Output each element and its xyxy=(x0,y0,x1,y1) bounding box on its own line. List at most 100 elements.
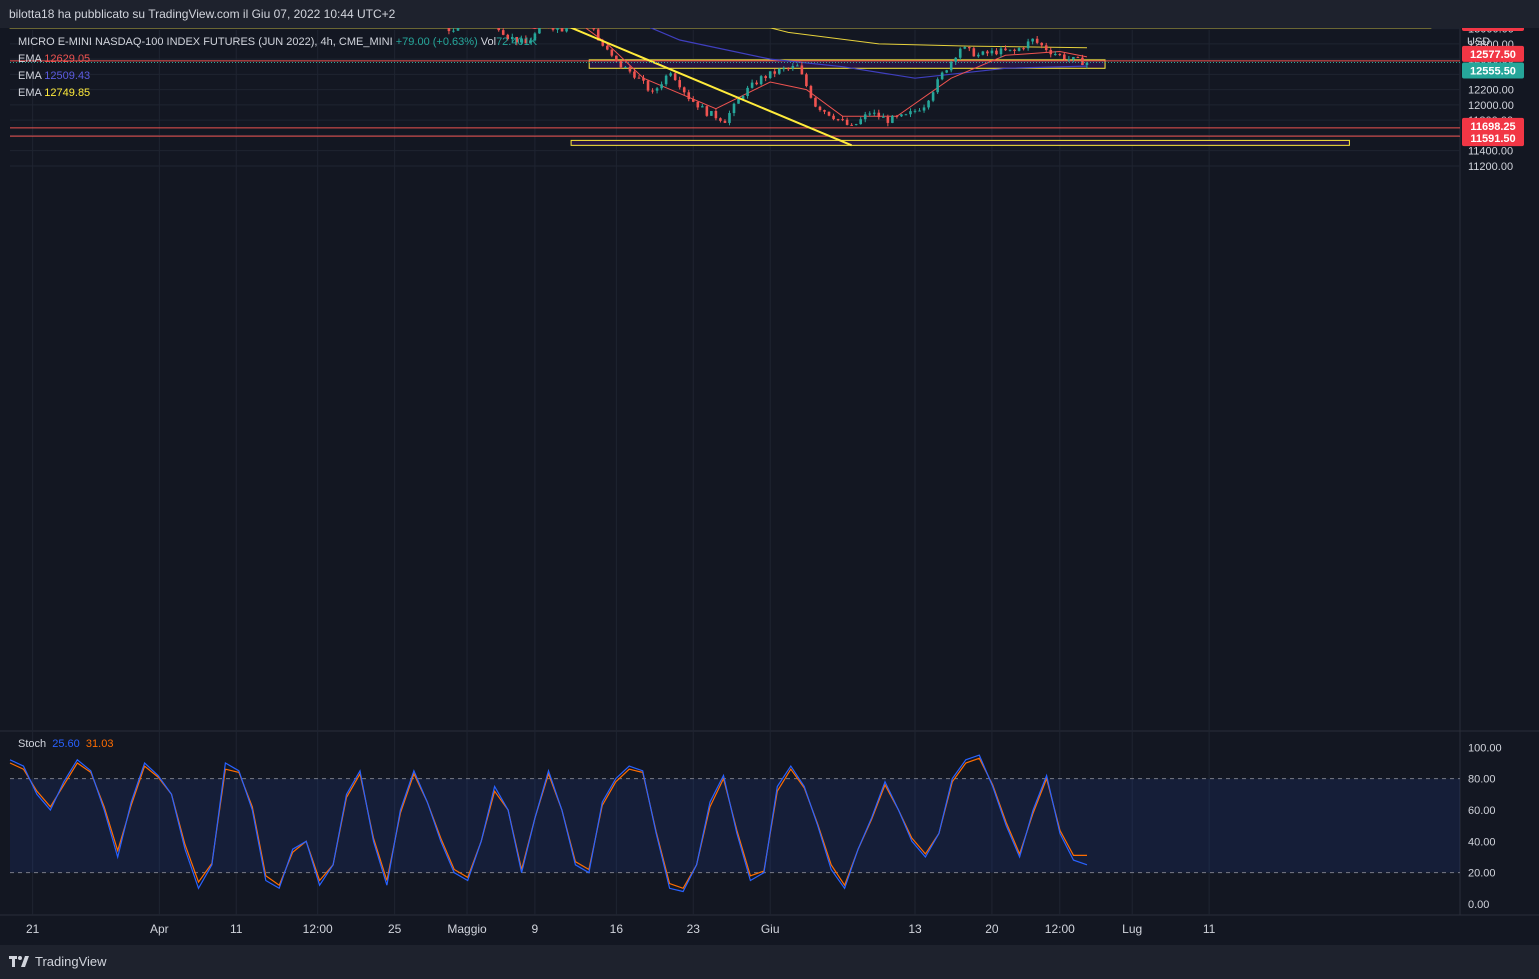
ema-mid-line[interactable] xyxy=(10,28,1088,79)
legend-volume-value: 72.401K xyxy=(496,36,538,48)
candle-body xyxy=(728,113,731,123)
candle-body xyxy=(501,30,505,35)
ema-slow-line[interactable] xyxy=(10,28,1088,49)
time-tick-label: 16 xyxy=(610,922,624,936)
stoch-legend[interactable]: Stoch 25.60 31.03 xyxy=(18,738,113,750)
candle-body xyxy=(986,51,989,54)
candle-body xyxy=(990,50,994,54)
candle-body xyxy=(1035,38,1039,43)
price-tick-label: 11200.00 xyxy=(1468,161,1513,173)
candle-body xyxy=(800,65,804,75)
candle-body xyxy=(660,84,663,89)
stoch-tick-label: 40.00 xyxy=(1468,836,1496,848)
time-tick-label: 11 xyxy=(1203,922,1216,936)
candle-body xyxy=(904,114,908,116)
time-tick-label: 20 xyxy=(985,922,999,936)
candle-body xyxy=(1063,54,1066,60)
candle-body xyxy=(995,50,998,55)
candle-body xyxy=(642,77,645,81)
candle-body xyxy=(1053,54,1057,56)
tradingview-logo[interactable]: TradingView xyxy=(9,945,107,979)
legend-symbol[interactable]: MICRO E-MINI NASDAQ-100 INDEX FUTURES (J… xyxy=(18,36,393,48)
stoch-tick-label: 0.00 xyxy=(1468,899,1489,911)
stoch-d-line[interactable] xyxy=(9,757,1087,890)
time-tick-label: Lug xyxy=(1122,922,1142,936)
candle-body xyxy=(836,119,840,121)
candles[interactable] xyxy=(9,28,1089,127)
trend-line[interactable] xyxy=(164,28,853,147)
stoch-tick-label: 60.00 xyxy=(1468,805,1496,817)
candle-body xyxy=(741,95,745,99)
candle-body xyxy=(515,36,519,43)
stoch-name: Stoch xyxy=(18,738,47,750)
candle-body xyxy=(787,68,790,70)
candle-body xyxy=(900,114,903,117)
price-tick-label: 13000.00 xyxy=(1468,28,1514,36)
legend-ema-1[interactable]: EMA 12629.05 xyxy=(18,51,537,68)
candle-body xyxy=(651,90,654,92)
candle-body xyxy=(452,30,455,32)
price-label-text: 11698.25 xyxy=(1470,121,1515,133)
candle-body xyxy=(886,116,890,123)
chart-area[interactable]: 11200.0011400.0011600.0011800.0012000.00… xyxy=(0,28,1539,945)
candle-body xyxy=(818,106,822,111)
candle-body xyxy=(1058,54,1062,56)
candle-body xyxy=(945,70,948,73)
candle-body xyxy=(1031,38,1034,42)
ema-3-value: 12749.85 xyxy=(44,87,91,99)
candle-body xyxy=(619,61,623,68)
time-tick-label: Apr xyxy=(150,922,169,936)
candle-body xyxy=(710,111,713,116)
ema-2-name: EMA xyxy=(18,70,42,82)
candle-body xyxy=(655,88,659,91)
currency-label[interactable]: USD xyxy=(1467,36,1490,48)
price-tick-label: 12000.00 xyxy=(1468,100,1514,112)
candle-body xyxy=(895,115,899,117)
tradingview-logo-icon xyxy=(9,956,29,967)
candle-body xyxy=(673,73,677,81)
legend-volume-label: Vol xyxy=(480,36,497,48)
footer-bar: TradingView xyxy=(0,945,1539,979)
legend-ema-3[interactable]: EMA 12749.85 xyxy=(18,85,537,102)
candle-body xyxy=(701,106,704,108)
candle-body xyxy=(1040,42,1043,46)
candle-body xyxy=(782,68,786,70)
supply-demand-zone[interactable] xyxy=(570,139,1350,146)
candle-body xyxy=(596,29,600,41)
candle-body xyxy=(882,116,885,118)
stoch-tick-label: 100.00 xyxy=(1468,742,1502,754)
candle-body xyxy=(999,48,1003,55)
publish-text: bilotta18 ha pubblicato su TradingView.c… xyxy=(9,7,396,21)
candle-body xyxy=(1026,41,1030,49)
candle-body xyxy=(750,82,754,88)
supply-demand-zone[interactable] xyxy=(588,59,1106,69)
chart-svg[interactable]: 11200.0011400.0011600.0011800.0012000.00… xyxy=(0,28,1539,945)
candle-body xyxy=(560,28,564,32)
main-legend: MICRO E-MINI NASDAQ-100 INDEX FUTURES (J… xyxy=(18,34,537,102)
candle-body xyxy=(628,67,632,72)
candle-body xyxy=(805,74,808,87)
stoch-k-value: 25.60 xyxy=(52,738,80,750)
candle-body xyxy=(958,48,962,58)
price-label-text: 12577.50 xyxy=(1470,49,1516,61)
candle-body xyxy=(678,80,681,88)
candle-body xyxy=(1008,49,1012,51)
candle-body xyxy=(615,55,618,62)
candle-body xyxy=(940,72,944,80)
legend-symbol-row: MICRO E-MINI NASDAQ-100 INDEX FUTURES (J… xyxy=(18,34,537,51)
candle-body xyxy=(759,76,763,85)
price-label-box xyxy=(1462,28,1524,31)
candle-body xyxy=(1081,57,1084,66)
stoch-k-line[interactable] xyxy=(9,754,1088,893)
candle-body xyxy=(456,28,460,31)
candle-body xyxy=(922,107,926,111)
candle-body xyxy=(664,75,668,85)
candle-body xyxy=(931,92,935,101)
time-tick-label: 12:00 xyxy=(303,922,333,936)
candle-body xyxy=(981,51,985,55)
candle-body xyxy=(497,28,500,31)
legend-ema-2[interactable]: EMA 12509.43 xyxy=(18,68,537,85)
candle-body xyxy=(963,47,967,49)
ema-2-value: 12509.43 xyxy=(44,70,91,82)
stoch-axis[interactable]: 0.00 20.00 40.00 60.00 80.00 100.00 xyxy=(1468,742,1502,911)
